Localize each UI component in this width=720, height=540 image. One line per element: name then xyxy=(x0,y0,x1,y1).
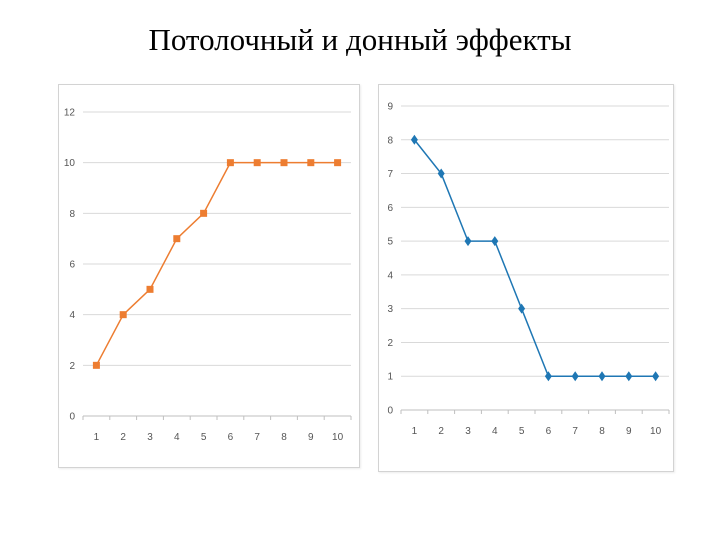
x-tick-label: 6 xyxy=(228,432,234,443)
data-point xyxy=(410,134,418,145)
ceiling-effect-chart: 0 2 4 6 8 10 12 1 2 3 4 5 6 7 8 9 10 xyxy=(58,84,360,468)
x-tick-label: 7 xyxy=(254,432,260,443)
y-tick-label: 0 xyxy=(387,406,393,417)
slide-title: Потолочный и донный эффекты xyxy=(148,22,572,57)
x-tick-label: 1 xyxy=(94,432,100,443)
x-tick-label: 1 xyxy=(412,426,418,437)
floor-effect-plot: 0 1 2 3 4 5 6 7 8 9 1 2 3 4 5 6 7 8 9 10 xyxy=(387,102,670,437)
y-tick-label: 2 xyxy=(69,361,75,372)
data-point xyxy=(598,371,606,382)
y-tick-label: 1 xyxy=(387,372,393,383)
x-tick-label: 3 xyxy=(147,432,153,443)
data-point xyxy=(437,168,445,179)
data-point xyxy=(652,371,660,382)
data-point xyxy=(173,235,181,243)
y-tick-label: 12 xyxy=(64,108,76,119)
data-point xyxy=(307,159,315,167)
x-tick-label: 2 xyxy=(120,432,126,443)
data-point xyxy=(92,361,100,369)
data-point xyxy=(280,159,288,167)
y-tick-label: 10 xyxy=(64,158,76,169)
data-point xyxy=(334,159,342,167)
x-tick-label: 4 xyxy=(174,432,180,443)
x-tick-label: 5 xyxy=(201,432,207,443)
y-tick-label: 4 xyxy=(387,270,393,281)
series-line xyxy=(413,139,656,377)
x-tick-label: 8 xyxy=(599,426,605,437)
data-point xyxy=(625,371,633,382)
y-tick-label: 6 xyxy=(387,203,393,214)
series-line xyxy=(95,161,338,366)
data-point xyxy=(544,371,552,382)
x-tick-label: 6 xyxy=(546,426,552,437)
data-point xyxy=(464,236,472,247)
x-tick-label: 10 xyxy=(650,426,662,437)
y-tick-label: 9 xyxy=(387,102,393,113)
y-tick-label: 4 xyxy=(69,310,75,321)
y-tick-label: 5 xyxy=(387,237,393,248)
y-tick-label: 7 xyxy=(387,169,393,180)
x-tick-label: 5 xyxy=(519,426,525,437)
y-tick-label: 8 xyxy=(69,209,75,220)
y-tick-label: 6 xyxy=(69,260,75,271)
data-point xyxy=(491,236,499,247)
data-point xyxy=(119,311,127,319)
data-point xyxy=(571,371,579,382)
x-tick-label: 3 xyxy=(465,426,471,437)
data-point xyxy=(200,209,208,217)
y-tick-label: 8 xyxy=(387,135,393,146)
floor-effect-chart: 0 1 2 3 4 5 6 7 8 9 1 2 3 4 5 6 7 8 9 10 xyxy=(378,84,674,472)
x-tick-label: 2 xyxy=(438,426,444,437)
data-point xyxy=(146,285,154,293)
y-tick-label: 2 xyxy=(387,338,393,349)
data-point xyxy=(518,303,526,314)
data-point xyxy=(226,159,234,167)
x-tick-label: 7 xyxy=(572,426,578,437)
x-tick-label: 9 xyxy=(308,432,314,443)
y-tick-label: 3 xyxy=(387,304,393,315)
x-tick-label: 10 xyxy=(332,432,344,443)
x-tick-label: 8 xyxy=(281,432,287,443)
data-point xyxy=(253,159,261,167)
x-tick-label: 9 xyxy=(626,426,632,437)
x-tick-label: 4 xyxy=(492,426,498,437)
y-tick-label: 0 xyxy=(69,412,75,423)
